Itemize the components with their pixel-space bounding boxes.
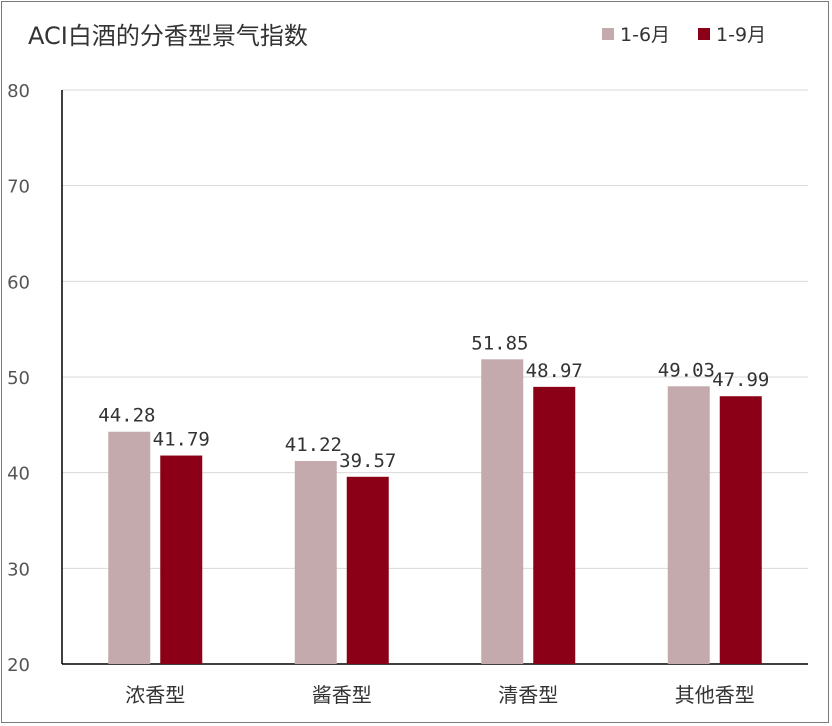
legend-item-1-6: 1-6月 (602, 20, 670, 47)
y-tick-label-50: 50 (7, 368, 30, 389)
y-tick-label-30: 30 (7, 559, 30, 580)
data-label-1-9-1: 39.57 (339, 450, 396, 472)
data-label-1-9-2: 48.97 (526, 360, 583, 382)
bar-1-9-2 (533, 386, 576, 664)
legend: 1-6月 1-9月 (602, 20, 794, 47)
data-label-1-6-0: 44.28 (98, 405, 155, 427)
data-label-1-9-3: 47.99 (712, 369, 769, 391)
legend-label-1-9: 1-9月 (716, 24, 767, 46)
y-tick-label-20: 20 (7, 655, 30, 676)
bar-1-6-3 (667, 386, 710, 664)
bar-1-9-1 (346, 476, 389, 664)
y-tick-label-60: 60 (7, 272, 30, 293)
bar-1-6-2 (481, 359, 524, 664)
legend-label-1-6: 1-6月 (620, 24, 671, 46)
bar-1-6-1 (294, 460, 337, 664)
data-label-1-6-2: 51.85 (471, 332, 528, 354)
x-tick-label-0: 浓香型 (125, 683, 185, 707)
x-tick-label-2: 清香型 (498, 683, 558, 707)
y-tick-label-80: 80 (7, 81, 30, 102)
x-tick-label-1: 酱香型 (312, 683, 372, 707)
bar-1-9-0 (160, 455, 203, 664)
data-label-1-9-0: 41.79 (153, 429, 210, 451)
legend-swatch-1-9 (698, 27, 711, 40)
y-tick-label-40: 40 (7, 464, 30, 485)
bar-1-9-3 (719, 396, 762, 664)
chart-title: ACI白酒的分香型景气指数 (28, 22, 308, 50)
y-tick-label-70: 70 (7, 177, 30, 198)
bar-1-6-0 (108, 431, 151, 664)
data-label-1-6-3: 49.03 (658, 359, 715, 381)
data-label-1-6-1: 41.22 (285, 434, 342, 456)
legend-swatch-1-6 (602, 27, 614, 40)
x-tick-label-3: 其他香型 (675, 683, 755, 707)
legend-item-1-9: 1-9月 (698, 20, 766, 47)
